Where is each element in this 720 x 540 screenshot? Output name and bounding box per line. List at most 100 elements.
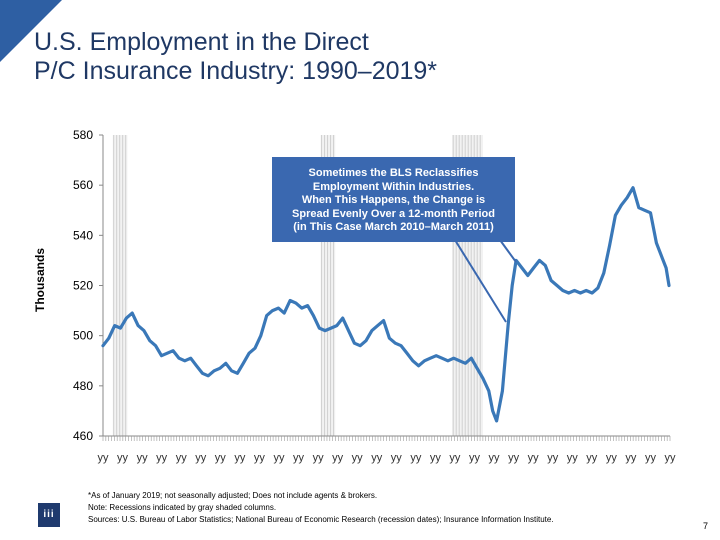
x-tick-label-19: yy xyxy=(449,452,461,464)
data-point xyxy=(643,209,646,212)
data-point xyxy=(136,324,140,327)
data-point xyxy=(335,324,339,327)
data-point xyxy=(596,286,600,290)
data-point xyxy=(510,284,514,287)
data-point xyxy=(306,304,309,307)
data-point xyxy=(347,329,350,332)
data-point xyxy=(177,357,181,360)
x-tick-label-9: yy xyxy=(254,452,266,464)
data-point xyxy=(555,284,559,287)
data-point xyxy=(475,367,479,370)
data-point xyxy=(495,419,498,423)
x-tick-label-20: yy xyxy=(469,452,481,464)
data-point xyxy=(602,271,605,275)
callout-pointer-1 xyxy=(454,239,507,323)
y-axis-label-container: Thousands xyxy=(28,200,52,360)
data-point xyxy=(189,357,192,360)
data-point xyxy=(265,314,268,317)
data-point xyxy=(491,409,494,413)
data-point xyxy=(567,291,570,295)
y-axis-label: Thousands xyxy=(33,247,47,313)
data-point xyxy=(388,336,391,340)
data-point xyxy=(312,314,315,317)
data-point xyxy=(142,329,146,332)
data-point xyxy=(501,389,504,393)
x-tick-label-3: yy xyxy=(137,452,149,464)
x-tick-label-5: yy xyxy=(176,452,188,464)
reclassification-callout: Sometimes the BLS Reclassifies Employmen… xyxy=(272,157,515,242)
title-line-1: U.S. Employment in the Direct xyxy=(34,28,369,56)
y-tick-label-460: 460 xyxy=(73,429,93,443)
footnote: *As of January 2019; not seasonally adju… xyxy=(88,490,688,526)
iii-logo: iii xyxy=(38,503,60,527)
data-point xyxy=(434,354,438,357)
y-tick-label-480: 480 xyxy=(73,379,93,393)
x-tick-label-26: yy xyxy=(586,452,598,464)
data-point xyxy=(218,367,222,370)
data-point xyxy=(131,311,134,315)
data-point xyxy=(160,354,163,357)
data-point xyxy=(353,341,356,345)
x-tick-label-18: yy xyxy=(430,452,442,464)
data-point xyxy=(458,359,461,362)
x-tick-label-13: yy xyxy=(332,452,344,464)
x-tick-label-21: yy xyxy=(489,452,501,464)
data-point xyxy=(364,339,368,342)
data-point xyxy=(481,377,485,380)
data-point xyxy=(107,336,111,340)
data-point xyxy=(399,344,403,347)
data-point xyxy=(253,347,257,350)
data-point xyxy=(423,359,426,362)
data-point xyxy=(620,204,623,207)
x-tick-label-1: yy xyxy=(98,452,110,464)
y-tick-label-500: 500 xyxy=(73,329,93,343)
footnote-line-3: Sources: U.S. Bureau of Labor Statistics… xyxy=(88,515,554,524)
slide-title: U.S. Employment in the Direct P/C Insura… xyxy=(34,28,437,86)
x-tick-label-15: yy xyxy=(371,452,383,464)
data-point xyxy=(429,357,432,360)
page-number: 7 xyxy=(703,521,709,531)
data-point xyxy=(300,306,303,310)
data-point xyxy=(561,289,565,292)
data-point xyxy=(452,357,455,360)
footnote-line-1: *As of January 2019; not seasonally adju… xyxy=(88,491,378,500)
data-point xyxy=(148,339,151,342)
data-point xyxy=(411,359,415,362)
data-point xyxy=(405,352,409,355)
data-point xyxy=(649,211,652,214)
x-tick-label-10: yy xyxy=(273,452,285,464)
data-point xyxy=(538,259,541,262)
x-tick-label-2: yy xyxy=(117,452,129,464)
data-point xyxy=(119,326,122,330)
data-point xyxy=(590,291,594,295)
x-tick-label-14: yy xyxy=(352,452,364,464)
data-point xyxy=(614,214,617,217)
data-point xyxy=(464,362,467,365)
data-point xyxy=(230,369,233,372)
x-tick-label-28: yy xyxy=(625,452,637,464)
data-point xyxy=(526,274,529,277)
data-point xyxy=(394,341,397,345)
data-point xyxy=(259,334,263,337)
x-tick-label-16: yy xyxy=(391,452,403,464)
x-tick-label-30: yy xyxy=(665,452,677,464)
footnote-line-2: Note: Recessions indicated by gray shade… xyxy=(88,503,277,512)
data-point xyxy=(655,241,658,245)
x-tick-label-27: yy xyxy=(606,452,618,464)
x-tick-label-24: yy xyxy=(547,452,559,464)
data-point xyxy=(637,206,641,209)
data-point xyxy=(154,344,157,347)
callout-line-4: Spread Evenly Over a 12-month Period xyxy=(292,207,495,220)
data-point xyxy=(507,321,510,325)
data-point xyxy=(544,264,547,267)
data-point xyxy=(195,364,198,367)
x-tick-label-6: yy xyxy=(195,452,207,464)
data-point xyxy=(470,357,473,360)
x-tick-label-25: yy xyxy=(567,452,579,464)
y-tick-label-520: 520 xyxy=(73,279,93,293)
y-tick-label-540: 540 xyxy=(73,228,93,242)
data-point xyxy=(370,329,374,332)
callout-pointer-2 xyxy=(499,239,517,263)
data-point xyxy=(664,266,668,270)
data-point xyxy=(247,352,251,355)
